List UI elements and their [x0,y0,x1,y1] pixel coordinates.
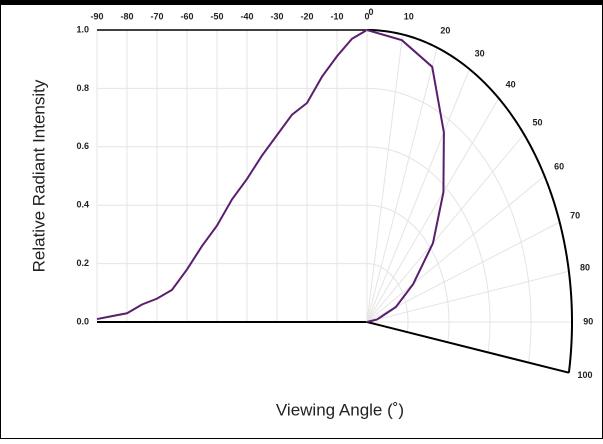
polar-frame [366,29,574,373]
polar-line [366,29,445,323]
x-tick-label: -40 [240,11,253,21]
theta-tick-label: 70 [570,211,580,221]
theta-tick-label: 20 [440,26,450,36]
grid-spoke [366,98,500,323]
y-axis-label: Relative Radiant Intensity [29,79,48,272]
grid-spoke [366,47,438,323]
theta-tick-label: 50 [532,117,542,127]
grid-spoke [366,68,470,323]
x-tick-label: -90 [90,11,103,21]
x-tick-label: -80 [120,11,133,21]
theta-tick-label: 60 [554,162,564,172]
y-tick-label: 0.2 [76,258,89,268]
theta-tick-label: 80 [580,263,590,273]
x-axis-label: Viewing Angle (˚) [276,400,404,419]
polar-edge [366,321,570,374]
grid-spoke [366,270,570,323]
theta-tick-label: 90 [583,316,593,326]
y-tick-label: 1.0 [76,24,89,34]
y-tick-label: 0.4 [76,200,89,210]
x-tick-label: -30 [270,11,283,21]
data-line [96,29,368,321]
x-tick-label: -60 [180,11,193,21]
grid-spoke [366,175,545,323]
x-tick-label: -50 [210,11,223,21]
x-tick-label: 0 [364,11,369,21]
y-tick-label: 0.0 [76,316,89,326]
x-tick-label: -10 [330,11,343,21]
theta-tick-label: 30 [475,48,485,58]
x-tick-label: -20 [300,11,313,21]
y-tick-label: 0.8 [76,83,89,93]
grid-spoke [366,133,525,323]
grid-spoke [366,221,560,323]
theta-tick-label: 10 [404,12,414,22]
theta-tick-label: 0 [368,7,373,17]
theta-tick-label: 40 [506,79,516,89]
top-bar [0,0,603,5]
y-tick-label: 0.6 [76,141,89,151]
theta-tick-label: 100 [577,370,592,380]
x-tick-label: -70 [150,11,163,21]
grid-spoke [366,34,404,323]
